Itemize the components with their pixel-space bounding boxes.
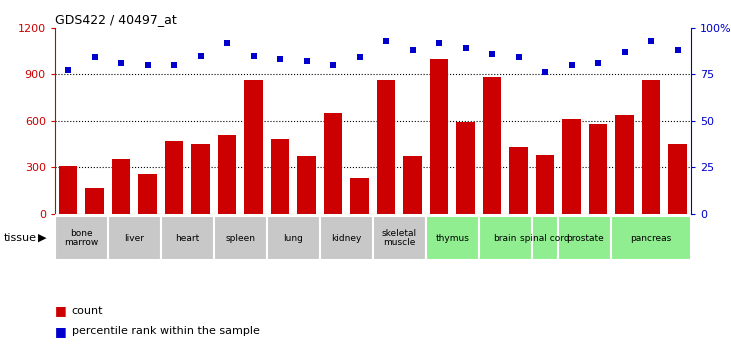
Point <box>327 62 339 68</box>
Bar <box>456 122 475 214</box>
Bar <box>112 159 130 214</box>
Bar <box>350 178 369 214</box>
Point <box>645 38 657 43</box>
Bar <box>55 216 107 260</box>
Point <box>672 47 683 53</box>
Bar <box>668 144 687 214</box>
Point <box>433 40 445 45</box>
Text: lung: lung <box>284 234 303 243</box>
Bar <box>536 155 554 214</box>
Point <box>566 62 577 68</box>
Bar <box>430 59 448 214</box>
Point <box>512 55 524 60</box>
Bar <box>218 135 236 214</box>
Bar <box>319 216 373 260</box>
Point <box>486 51 498 57</box>
Text: heart: heart <box>175 234 200 243</box>
Bar <box>244 80 263 214</box>
Bar <box>86 188 104 214</box>
Text: brain: brain <box>493 234 517 243</box>
Text: ▶: ▶ <box>38 233 47 243</box>
Bar <box>58 166 77 214</box>
Bar <box>164 141 183 214</box>
Bar <box>161 216 213 260</box>
Bar <box>324 113 342 214</box>
Text: pancreas: pancreas <box>630 234 672 243</box>
Point <box>618 49 630 55</box>
Point <box>380 38 392 43</box>
Text: thymus: thymus <box>436 234 469 243</box>
Bar <box>616 115 634 214</box>
Bar <box>558 216 611 260</box>
Point <box>168 62 180 68</box>
Point <box>62 68 74 73</box>
Bar <box>107 216 161 260</box>
Bar <box>404 156 422 214</box>
Point <box>274 57 286 62</box>
Bar <box>192 144 210 214</box>
Point <box>354 55 366 60</box>
Point <box>221 40 233 45</box>
Text: ■: ■ <box>55 304 67 317</box>
Bar <box>376 80 395 214</box>
Bar <box>267 216 319 260</box>
Text: prostate: prostate <box>566 234 604 243</box>
Text: liver: liver <box>124 234 144 243</box>
Point <box>142 62 154 68</box>
Text: count: count <box>72 306 103 315</box>
Text: spinal cord: spinal cord <box>520 234 570 243</box>
Bar <box>479 216 531 260</box>
Bar <box>373 216 425 260</box>
Text: kidney: kidney <box>331 234 362 243</box>
Bar <box>298 156 316 214</box>
Point <box>592 60 604 66</box>
Point <box>460 45 471 51</box>
Text: percentile rank within the sample: percentile rank within the sample <box>72 326 260 336</box>
Bar <box>611 216 691 260</box>
Text: bone
marrow: bone marrow <box>64 229 99 247</box>
Text: skeletal
muscle: skeletal muscle <box>382 229 417 247</box>
Text: ■: ■ <box>55 325 67 338</box>
Bar <box>562 119 581 214</box>
Bar <box>213 216 267 260</box>
Point <box>406 47 418 53</box>
Point <box>115 60 127 66</box>
Text: spleen: spleen <box>225 234 255 243</box>
Bar <box>510 147 528 214</box>
Point <box>194 53 206 58</box>
Point <box>300 58 312 64</box>
Point <box>539 70 551 75</box>
Bar <box>482 77 501 214</box>
Bar <box>642 80 660 214</box>
Text: GDS422 / 40497_at: GDS422 / 40497_at <box>55 13 177 27</box>
Bar <box>588 124 607 214</box>
Bar <box>138 174 157 214</box>
Bar <box>531 216 558 260</box>
Bar <box>425 216 479 260</box>
Point <box>88 55 100 60</box>
Bar <box>270 139 289 214</box>
Text: tissue: tissue <box>4 233 37 243</box>
Point <box>248 53 260 58</box>
